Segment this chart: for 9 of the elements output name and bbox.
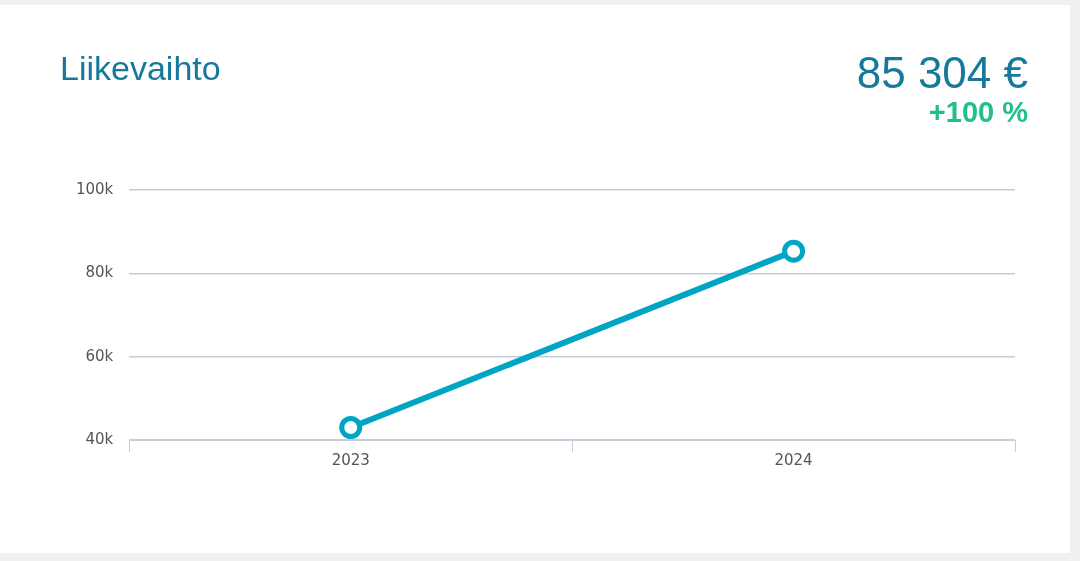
x-tick-label: 2023 bbox=[331, 450, 370, 469]
y-tick-label: 100k bbox=[75, 179, 114, 198]
text: 85 304 € bbox=[856, 48, 1028, 97]
y-tick-label: 80k bbox=[85, 263, 114, 282]
text: +100 % bbox=[927, 96, 1028, 128]
y-tick-label: 40k bbox=[85, 429, 114, 448]
x-tick-label: 2024 bbox=[774, 450, 813, 469]
y-tick-label: 60k bbox=[85, 346, 114, 365]
chart-title: Liikevaihto bbox=[60, 49, 221, 88]
